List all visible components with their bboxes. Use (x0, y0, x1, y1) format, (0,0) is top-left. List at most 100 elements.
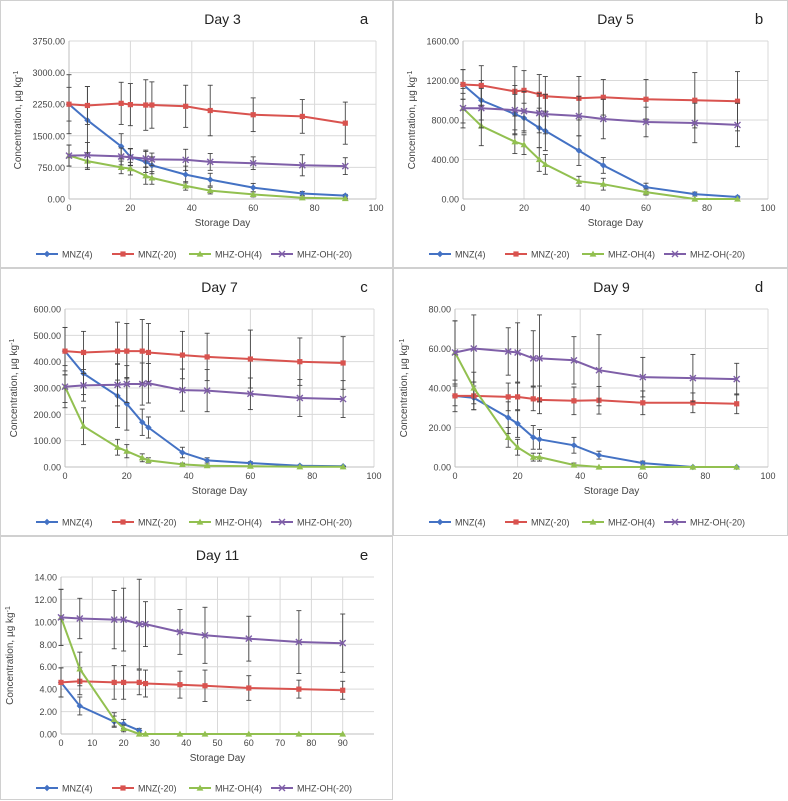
gridlines (455, 308, 769, 468)
data-point (202, 683, 208, 689)
legend-label: MNZ(-20) (531, 250, 570, 260)
data-point (149, 102, 155, 108)
y-axis-label: Concentration, µg kg-1 (13, 71, 25, 170)
x-tick-label: 20 (122, 471, 132, 481)
data-point (249, 159, 257, 167)
chart-panel-e: Day 11 e 0.00 2.00 4.00 6.00 8.00 10.00 12.00 14.… (0, 536, 393, 800)
data-point (535, 156, 543, 163)
data-point (176, 730, 184, 737)
y-tick-label: 2250.00 (32, 100, 65, 110)
panel-letter: b (755, 11, 763, 28)
legend-marker (278, 518, 286, 526)
data-point (504, 433, 512, 440)
data-point (246, 685, 252, 691)
data-point (470, 345, 478, 352)
y-axis-label: Concentration, µg kg-1 (407, 71, 419, 170)
data-point (127, 165, 134, 172)
data-point (183, 103, 189, 109)
data-point (176, 628, 184, 636)
data-point (124, 348, 130, 354)
data-point (515, 394, 521, 400)
data-point (76, 665, 84, 672)
data-point (120, 616, 128, 624)
data-point (114, 443, 121, 450)
series-MHZ-OH(-20) (451, 314, 741, 407)
data-point (249, 190, 257, 197)
data-point (459, 104, 467, 112)
y-axis-label-sup: -1 (5, 606, 12, 612)
series-MHZ-OH(-20) (65, 142, 349, 177)
data-point (595, 366, 603, 374)
data-point (250, 112, 256, 118)
data-point (206, 187, 214, 194)
legend-marker (671, 518, 679, 526)
legend-label: MHZ-OH(4) (215, 784, 262, 794)
legend-marker (589, 518, 597, 525)
data-point (296, 686, 302, 692)
y-tick-label: 500.00 (33, 331, 61, 341)
data-point (142, 620, 150, 628)
data-point (536, 436, 543, 443)
x-tick-label: 80 (702, 203, 712, 213)
data-point (65, 152, 73, 160)
data-point (80, 422, 87, 429)
legend-marker (436, 250, 444, 258)
data-point (599, 115, 607, 123)
data-point (689, 374, 697, 382)
y-tick-label: 0.00 (433, 463, 451, 473)
data-point (247, 462, 254, 469)
panel-letter: d (755, 279, 763, 296)
y-tick-label: 6.00 (39, 662, 57, 672)
legend: MNZ(4) MNZ(-20) MHZ-OH(4) MHZ-OH(-20) (429, 250, 745, 260)
y-tick-label: 400.00 (33, 357, 61, 367)
data-point (452, 393, 458, 399)
data-point (642, 118, 650, 126)
data-point (84, 102, 91, 109)
chart-svg-b: Day 5 b 0.00 400.00 800.00 1200.00 1600.00 0 20 4… (407, 11, 776, 260)
data-point (690, 400, 696, 406)
data-point (639, 373, 647, 381)
legend-label: MNZ(-20) (531, 518, 570, 528)
data-point (734, 121, 741, 129)
data-point (529, 354, 537, 362)
data-point (245, 730, 253, 737)
data-point (145, 457, 152, 464)
legend-label: MHZ-OH(-20) (690, 518, 745, 528)
data-point (529, 453, 537, 460)
data-point (575, 177, 583, 184)
x-tick-label: 20 (125, 203, 135, 213)
data-point (110, 616, 118, 624)
data-point (246, 390, 254, 398)
data-point (207, 176, 214, 183)
y-tick-label: 3750.00 (32, 37, 65, 47)
x-tick-label: 100 (760, 203, 775, 213)
data-point (250, 184, 257, 191)
series-line (454, 394, 737, 468)
series-MNZ(-20) (58, 665, 346, 702)
x-tick-label: 100 (368, 203, 383, 213)
y-tick-label: 0.00 (39, 730, 57, 740)
chart-title: Day 7 (201, 279, 238, 295)
y-tick-label: 800.00 (431, 116, 459, 126)
legend-label: MHZ-OH(-20) (297, 518, 352, 528)
data-point (295, 638, 303, 646)
data-point (570, 356, 578, 364)
data-point (295, 730, 303, 737)
chart-panel-d: Day 9 d 0.00 20.00 40.00 60.00 80.00 0 20 40 60 80 1… (393, 268, 788, 536)
legend-label: MNZ(4) (62, 784, 93, 794)
y-tick-label: 300.00 (33, 384, 61, 394)
data-point (179, 449, 186, 456)
legend-marker (436, 518, 444, 526)
data-point (514, 348, 522, 356)
data-point (182, 171, 189, 178)
data-point (114, 381, 122, 389)
y-tick-label: 80.00 (428, 305, 451, 315)
y-tick-label: 0.00 (47, 195, 65, 205)
data-point (121, 679, 127, 686)
data-point (117, 164, 125, 170)
x-tick-label: 60 (244, 738, 254, 748)
data-point (61, 383, 69, 391)
x-tick-label: 0 (62, 471, 67, 481)
y-axis-label: Concentration, µg kg-1 (5, 606, 17, 705)
data-point (541, 110, 549, 118)
